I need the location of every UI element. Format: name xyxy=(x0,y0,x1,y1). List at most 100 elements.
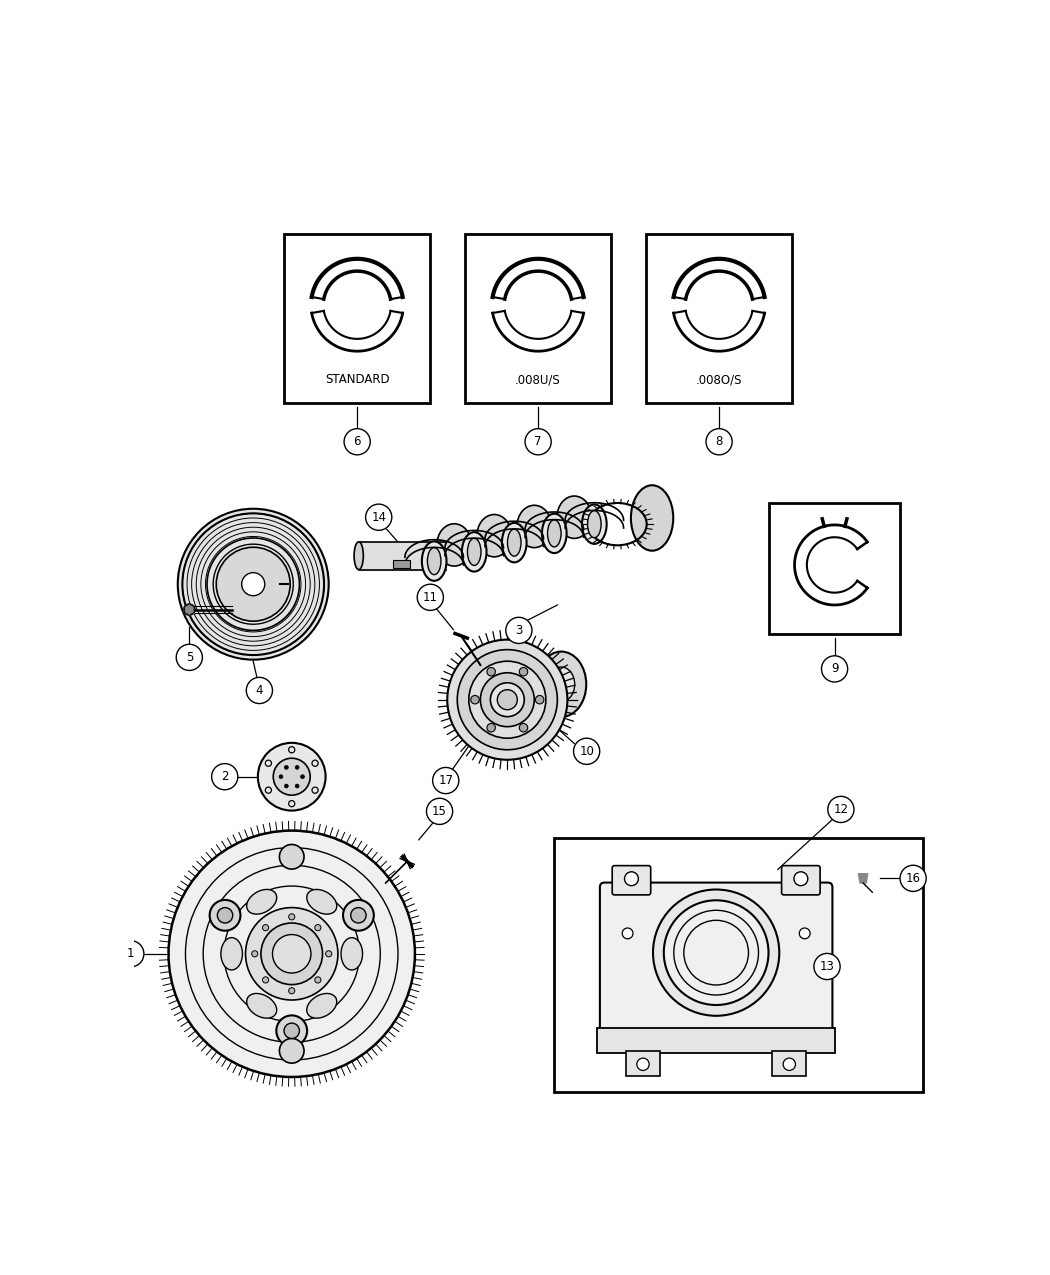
Bar xyxy=(553,838,923,1093)
Circle shape xyxy=(458,650,558,750)
Text: 14: 14 xyxy=(372,511,386,524)
Circle shape xyxy=(289,914,295,921)
Circle shape xyxy=(212,764,237,789)
Text: 3: 3 xyxy=(516,623,523,638)
Text: STANDARD: STANDARD xyxy=(324,374,390,386)
Text: 12: 12 xyxy=(834,803,848,816)
Ellipse shape xyxy=(341,937,362,970)
Circle shape xyxy=(623,928,633,938)
Ellipse shape xyxy=(462,532,486,571)
Circle shape xyxy=(490,682,524,717)
Circle shape xyxy=(262,924,269,931)
Circle shape xyxy=(498,690,518,710)
Bar xyxy=(773,1051,806,1076)
Circle shape xyxy=(783,1058,796,1071)
Circle shape xyxy=(365,504,392,530)
Ellipse shape xyxy=(422,542,446,581)
Ellipse shape xyxy=(467,538,481,565)
Circle shape xyxy=(344,428,371,455)
Circle shape xyxy=(637,1058,649,1071)
Circle shape xyxy=(814,954,840,979)
Circle shape xyxy=(827,797,854,822)
Circle shape xyxy=(260,923,322,984)
Text: 13: 13 xyxy=(820,960,835,973)
Circle shape xyxy=(799,928,811,938)
Bar xyxy=(596,1028,836,1053)
Circle shape xyxy=(276,1015,307,1047)
Ellipse shape xyxy=(631,486,673,551)
Circle shape xyxy=(470,695,479,704)
Circle shape xyxy=(536,695,544,704)
Circle shape xyxy=(246,908,338,1000)
Text: .008O/S: .008O/S xyxy=(696,374,742,386)
Text: 11: 11 xyxy=(423,590,438,604)
Text: 2: 2 xyxy=(220,770,229,783)
Circle shape xyxy=(468,662,546,738)
Ellipse shape xyxy=(507,529,521,556)
Circle shape xyxy=(176,644,203,671)
Polygon shape xyxy=(169,830,415,1077)
Circle shape xyxy=(625,872,638,886)
Text: 7: 7 xyxy=(534,435,542,449)
Ellipse shape xyxy=(542,514,567,553)
Text: 4: 4 xyxy=(255,683,264,697)
Text: 10: 10 xyxy=(580,745,594,757)
Ellipse shape xyxy=(537,652,586,717)
Bar xyxy=(769,504,900,634)
Ellipse shape xyxy=(307,890,337,914)
Circle shape xyxy=(262,977,269,983)
Circle shape xyxy=(520,667,528,676)
Text: 1: 1 xyxy=(127,947,134,960)
Circle shape xyxy=(295,784,299,788)
Circle shape xyxy=(273,759,310,796)
Circle shape xyxy=(258,743,326,811)
Circle shape xyxy=(351,908,366,923)
Ellipse shape xyxy=(247,993,277,1019)
Circle shape xyxy=(447,640,567,760)
Ellipse shape xyxy=(437,524,471,566)
Circle shape xyxy=(481,673,534,727)
Ellipse shape xyxy=(582,505,607,544)
Circle shape xyxy=(520,723,528,732)
Bar xyxy=(394,560,411,569)
Circle shape xyxy=(525,428,551,455)
Text: 5: 5 xyxy=(186,650,193,664)
Ellipse shape xyxy=(556,496,591,538)
Circle shape xyxy=(417,584,443,611)
Polygon shape xyxy=(177,509,329,659)
Ellipse shape xyxy=(588,510,601,538)
Circle shape xyxy=(289,988,295,993)
Circle shape xyxy=(295,765,299,769)
Circle shape xyxy=(315,924,321,931)
Polygon shape xyxy=(242,572,265,595)
Circle shape xyxy=(487,667,496,676)
Text: .008U/S: .008U/S xyxy=(516,374,561,386)
Polygon shape xyxy=(664,900,769,1005)
Circle shape xyxy=(247,677,272,704)
Text: 17: 17 xyxy=(438,774,454,787)
Bar xyxy=(465,233,611,403)
Circle shape xyxy=(506,617,532,644)
Ellipse shape xyxy=(427,547,441,575)
Ellipse shape xyxy=(220,937,243,970)
Text: 9: 9 xyxy=(831,663,838,676)
Polygon shape xyxy=(859,873,867,884)
Bar xyxy=(646,233,792,403)
Circle shape xyxy=(794,872,807,886)
Circle shape xyxy=(573,738,600,765)
Circle shape xyxy=(315,977,321,983)
Circle shape xyxy=(118,941,144,966)
Circle shape xyxy=(279,844,304,870)
Polygon shape xyxy=(185,604,194,616)
Polygon shape xyxy=(653,890,779,1016)
Ellipse shape xyxy=(547,520,561,547)
Circle shape xyxy=(273,935,311,973)
Ellipse shape xyxy=(517,505,551,548)
Circle shape xyxy=(433,768,459,793)
FancyBboxPatch shape xyxy=(600,882,833,1034)
Circle shape xyxy=(252,951,258,956)
Text: 15: 15 xyxy=(433,805,447,817)
Circle shape xyxy=(426,798,453,825)
Circle shape xyxy=(284,1023,299,1039)
Circle shape xyxy=(487,723,496,732)
